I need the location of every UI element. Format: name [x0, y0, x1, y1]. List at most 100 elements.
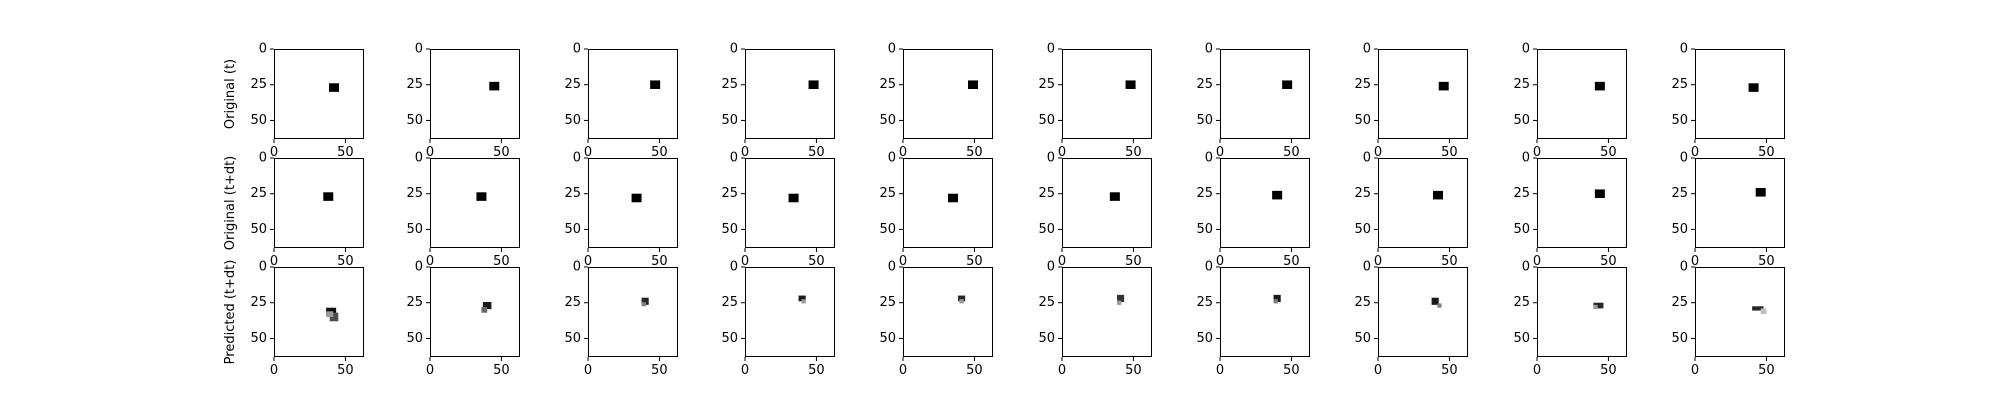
image-blob	[958, 295, 966, 302]
panel-frame	[903, 267, 993, 357]
image-panel: 0 25 50 0 50	[564, 151, 678, 269]
row-label: Original (t+dt)	[223, 156, 238, 251]
image-panel: 0 25 50 0 50	[250, 260, 364, 378]
x-tick-label: 0	[1374, 145, 1382, 160]
image-panel: 0 25 50 0 50	[1513, 260, 1627, 378]
x-tick-label: 0	[426, 363, 434, 378]
y-tick-label: 0	[573, 42, 581, 57]
x-tick-label: 0	[1058, 363, 1066, 378]
y-tick-label: 50	[406, 331, 423, 346]
y-tick-label: 25	[1671, 77, 1688, 92]
y-tick-label: 50	[1671, 113, 1688, 128]
y-tick-label: 25	[250, 77, 267, 92]
y-tick-label: 0	[1680, 151, 1688, 166]
image-blob	[489, 81, 500, 91]
y-tick-label: 0	[1205, 260, 1213, 275]
image-blob	[1272, 190, 1283, 200]
y-tick-label: 50	[250, 222, 267, 237]
blob-group	[788, 193, 799, 203]
image-panel: 0 25 50 0 50	[1354, 42, 1468, 160]
y-tick-label: 25	[1513, 77, 1530, 92]
x-tick-label: 50	[651, 363, 668, 378]
y-tick-label: 50	[406, 222, 423, 237]
y-tick-label: 50	[564, 331, 581, 346]
x-tick-label: 0	[426, 254, 434, 269]
panel-frame	[274, 49, 364, 139]
blob-group	[329, 83, 339, 92]
image-panel: 0 25 50 0 50	[879, 151, 993, 269]
image-panel: 0 25 50 0 50	[1513, 42, 1627, 160]
x-tick-label: 0	[741, 145, 749, 160]
panel-background	[1695, 49, 1785, 139]
y-tick-label: 25	[564, 295, 581, 310]
x-tick-label: 0	[1533, 145, 1541, 160]
blob-group	[1752, 306, 1767, 315]
x-tick-label: 0	[1058, 254, 1066, 269]
x-tick-label: 0	[899, 363, 907, 378]
panel-background	[1695, 158, 1785, 248]
blob-group	[1117, 294, 1125, 305]
panel-background	[274, 158, 364, 248]
image-panel: 0 25 50 0 50	[406, 260, 520, 378]
panel-frame	[1695, 158, 1785, 248]
image-panel: 0 25 50 0 50	[1671, 260, 1785, 378]
y-tick-label: 0	[730, 151, 738, 166]
y-tick-label: 50	[1038, 222, 1055, 237]
image-panel: 0 25 50 0 50	[250, 151, 364, 269]
image-panel: 0 25 50 0 50	[1196, 42, 1310, 160]
y-tick-label: 50	[1196, 222, 1213, 237]
image-blob	[1593, 302, 1604, 309]
image-panel: 0 25 50 0 50	[1354, 260, 1468, 378]
y-tick-label: 50	[879, 113, 896, 128]
row-label: Original (t)	[223, 59, 238, 129]
blob-group	[968, 80, 978, 89]
image-panel: 0 25 50 0 50	[250, 42, 364, 160]
panel-frame	[588, 267, 678, 357]
y-tick-label: 50	[1196, 331, 1213, 346]
x-tick-label: 50	[1600, 145, 1617, 160]
panel-background	[274, 267, 364, 357]
y-tick-label: 25	[1513, 295, 1530, 310]
panel-background	[1378, 267, 1468, 357]
panel-frame	[1220, 267, 1310, 357]
blob-group	[1438, 81, 1449, 91]
y-tick-label: 25	[406, 295, 423, 310]
y-tick-label: 0	[1047, 260, 1055, 275]
x-tick-label: 0	[1216, 363, 1224, 378]
image-panel: 0 25 50 0 50	[1038, 260, 1152, 378]
x-tick-label: 0	[1691, 145, 1699, 160]
y-tick-label: 25	[564, 186, 581, 201]
y-tick-label: 25	[1196, 77, 1213, 92]
blob-group	[489, 81, 500, 91]
y-tick-label: 50	[1354, 113, 1371, 128]
panel-background	[1695, 267, 1785, 357]
y-tick-label: 25	[1196, 295, 1213, 310]
y-tick-label: 0	[1522, 260, 1530, 275]
panel-frame	[1537, 158, 1627, 248]
panel-frame	[745, 267, 835, 357]
image-blob	[329, 83, 339, 92]
image-blob	[326, 311, 334, 317]
panel-background	[1220, 267, 1310, 357]
image-panel: 0 25 50 0 50	[721, 42, 835, 160]
image-blob	[481, 307, 488, 313]
x-tick-label: 0	[584, 363, 592, 378]
x-tick-label: 50	[1125, 363, 1142, 378]
blob-group	[1109, 192, 1120, 201]
x-tick-label: 50	[808, 145, 825, 160]
blob-group	[1125, 80, 1136, 89]
panel-frame	[588, 49, 678, 139]
y-tick-label: 25	[250, 186, 267, 201]
x-tick-label: 50	[337, 363, 354, 378]
panel-frame	[588, 158, 678, 248]
y-tick-label: 0	[415, 151, 423, 166]
y-tick-label: 0	[1047, 42, 1055, 57]
y-tick-label: 50	[1038, 331, 1055, 346]
panel-frame	[1695, 267, 1785, 357]
blob-group	[1433, 190, 1443, 200]
x-tick-label: 0	[1533, 254, 1541, 269]
y-tick-label: 50	[721, 222, 738, 237]
panel-background	[588, 158, 678, 248]
y-tick-label: 25	[1038, 295, 1055, 310]
